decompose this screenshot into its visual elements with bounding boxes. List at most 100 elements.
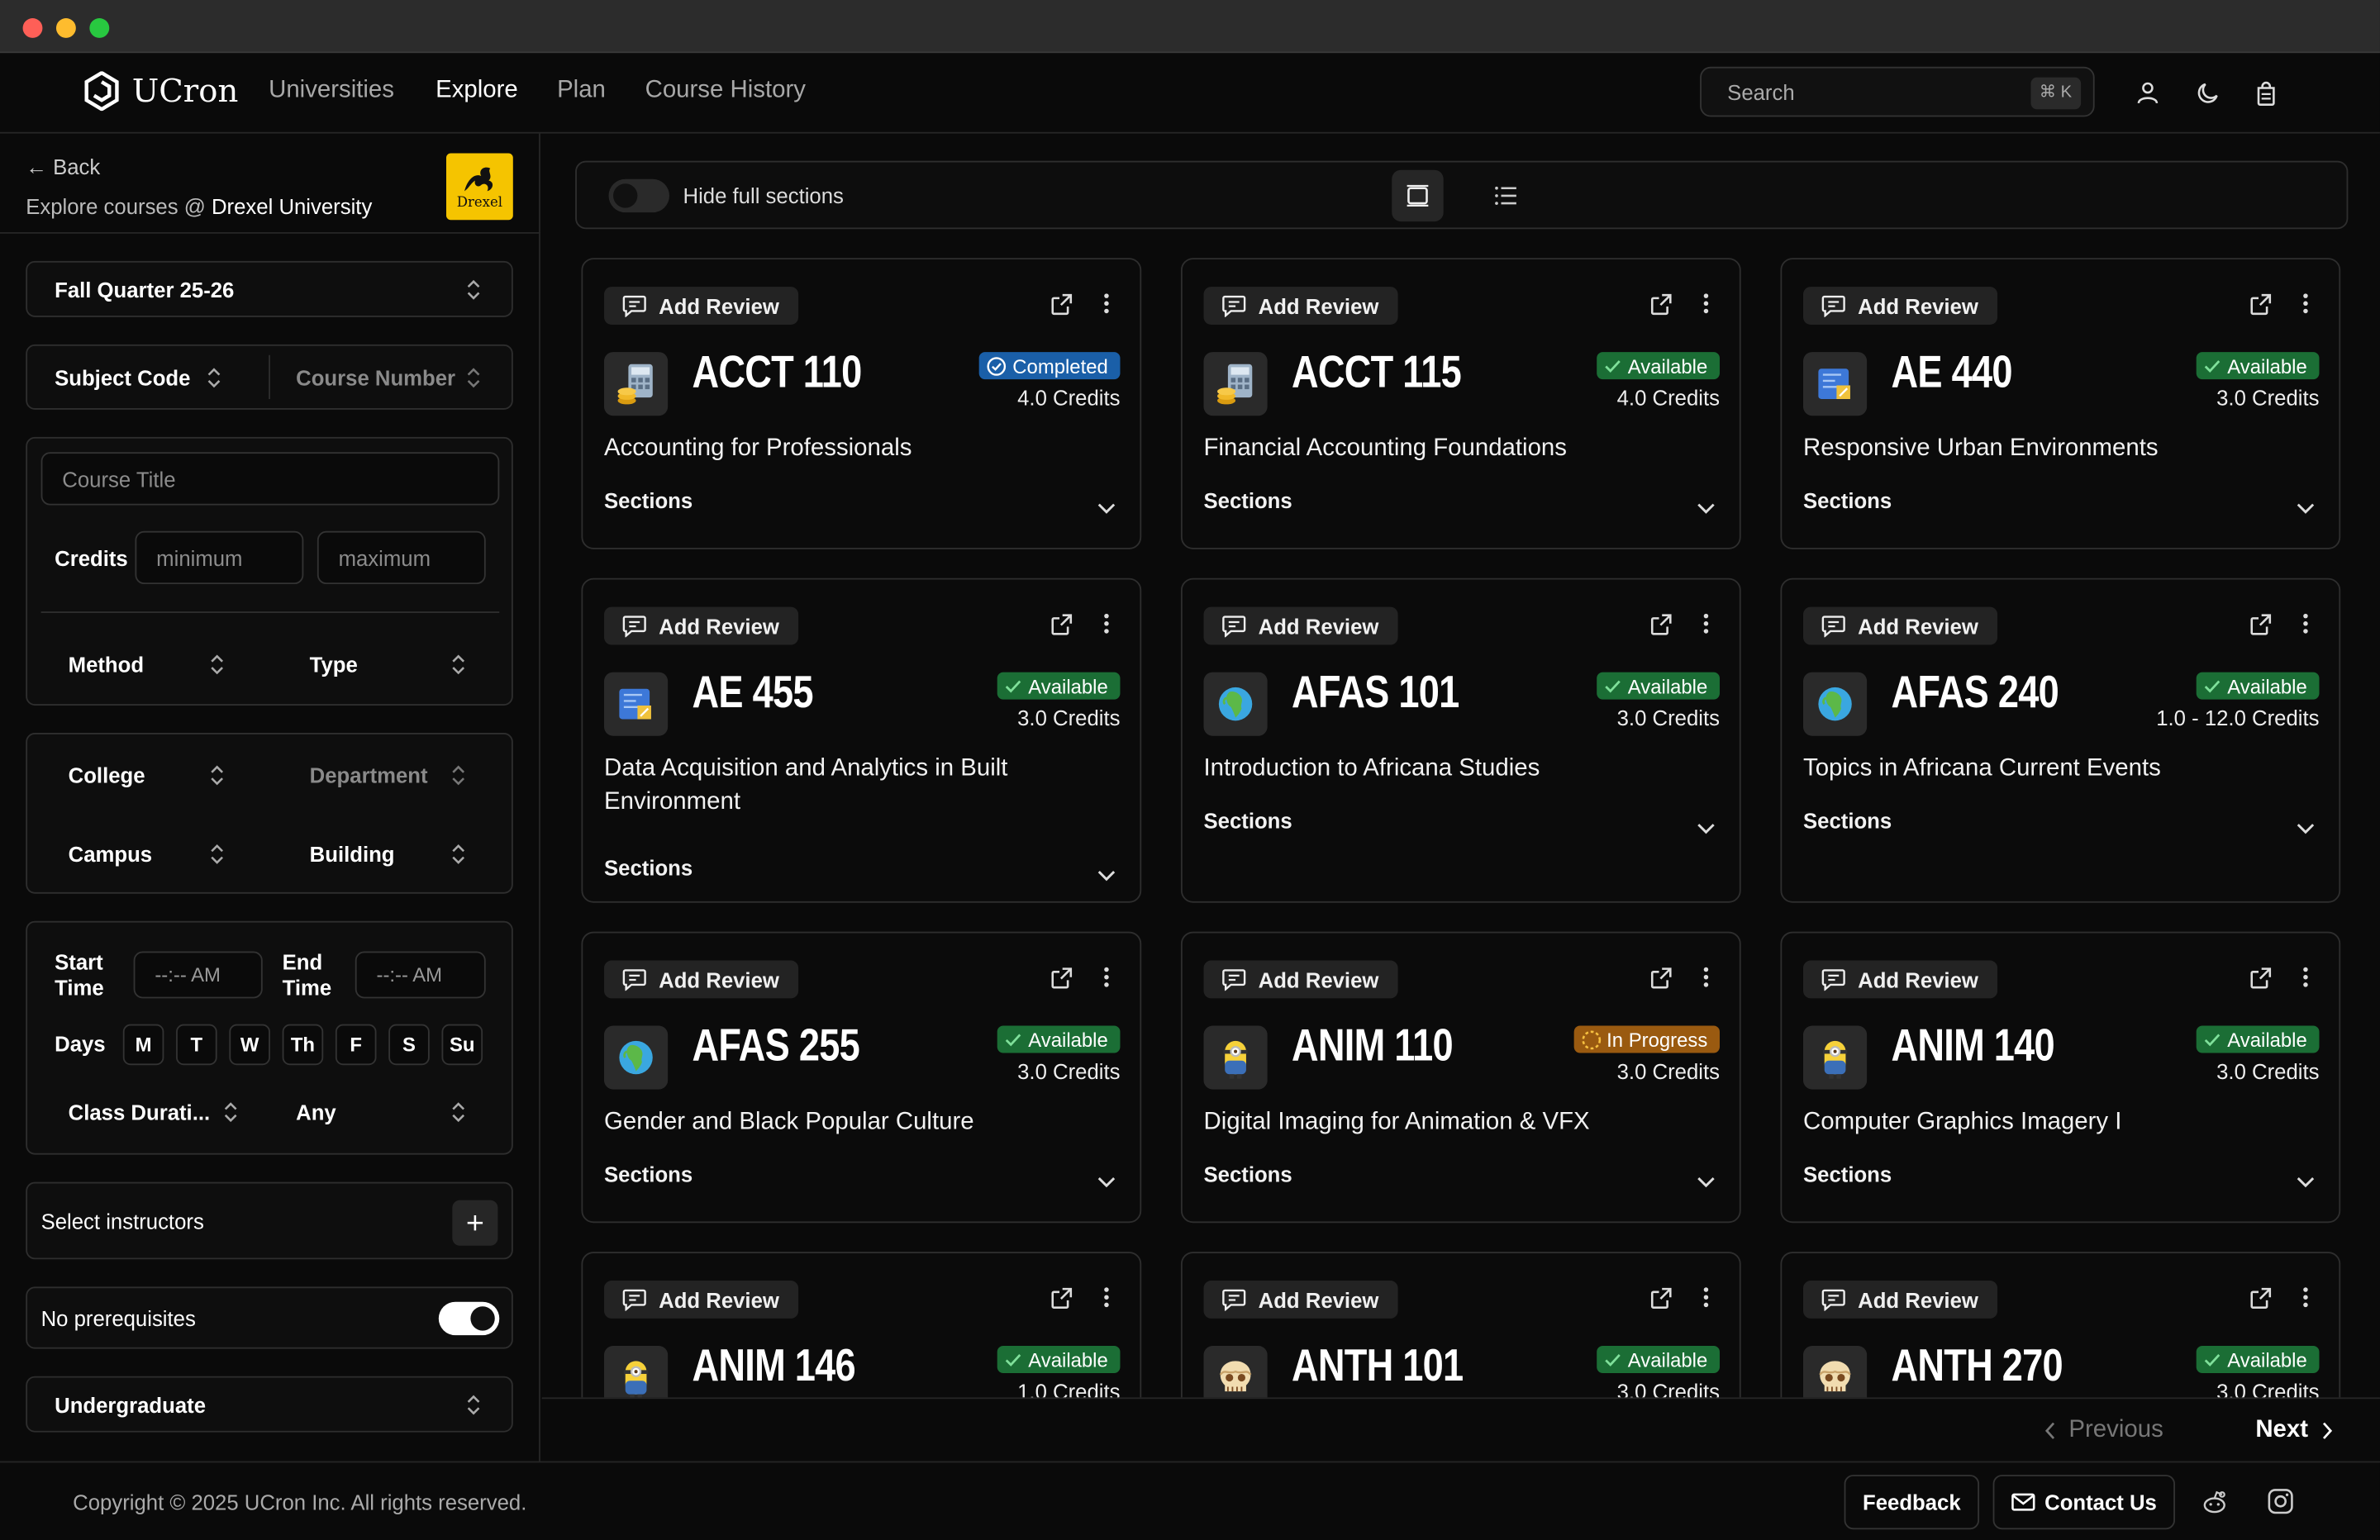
course-number-select[interactable]: Course Number — [270, 346, 513, 408]
external-link-icon[interactable] — [1649, 292, 1673, 323]
nav-explore[interactable]: Explore — [436, 77, 518, 103]
external-link-icon[interactable] — [1050, 967, 1073, 997]
back-link[interactable]: ← Back — [26, 154, 100, 178]
brand-logo[interactable]: UCron — [83, 71, 238, 112]
term-select[interactable]: Fall Quarter 25-26 — [26, 260, 513, 317]
no-prerequisites-toggle[interactable] — [438, 1301, 500, 1336]
moon-icon[interactable] — [2193, 78, 2224, 108]
add-review-button[interactable]: Add Review — [1203, 1281, 1399, 1319]
add-review-button[interactable]: Add Review — [604, 960, 799, 999]
add-review-button[interactable]: Add Review — [604, 287, 799, 326]
more-options-icon[interactable] — [2302, 1286, 2308, 1315]
previous-page-button[interactable]: Previous — [2044, 1417, 2163, 1444]
external-link-icon[interactable] — [1649, 967, 1673, 997]
more-options-icon[interactable] — [1103, 967, 1109, 996]
day-toggle-f[interactable]: F — [335, 1024, 377, 1066]
external-link-icon[interactable] — [1050, 613, 1073, 644]
external-link-icon[interactable] — [2249, 613, 2273, 644]
grid-view-button[interactable] — [1392, 169, 1444, 222]
add-review-button[interactable]: Add Review — [1203, 606, 1399, 645]
add-review-button[interactable]: Add Review — [1802, 1281, 1998, 1319]
add-review-button[interactable]: Add Review — [604, 606, 799, 645]
chevron-down-icon[interactable] — [2297, 815, 2315, 842]
chevron-down-icon[interactable] — [1097, 1168, 1116, 1195]
chevron-down-icon[interactable] — [1097, 495, 1116, 522]
course-card[interactable]: Add Review ACCT 110 Completed 4.0 Credits Ac… — [581, 258, 1142, 549]
day-toggle-su[interactable]: Su — [441, 1024, 483, 1066]
external-link-icon[interactable] — [2249, 292, 2273, 323]
shopping-bag-icon[interactable] — [2251, 78, 2282, 108]
more-options-icon[interactable] — [1703, 292, 1709, 321]
class-duration-select[interactable]: Class Durati... — [41, 1081, 261, 1139]
more-options-icon[interactable] — [1703, 967, 1709, 996]
more-options-icon[interactable] — [1703, 613, 1709, 642]
more-options-icon[interactable] — [2302, 967, 2308, 996]
add-review-button[interactable]: Add Review — [1203, 960, 1399, 999]
maximize-window-button[interactable] — [89, 18, 110, 38]
nav-universities[interactable]: Universities — [269, 77, 394, 103]
credits-max-input[interactable]: maximum — [317, 530, 486, 585]
day-toggle-m[interactable]: M — [122, 1024, 164, 1066]
external-link-icon[interactable] — [2249, 967, 2273, 997]
reddit-icon[interactable] — [2201, 1489, 2228, 1523]
chevron-down-icon[interactable] — [1697, 815, 1715, 842]
external-link-icon[interactable] — [1050, 1286, 1073, 1317]
start-time-input[interactable]: --:-- AM — [133, 951, 263, 999]
external-link-icon[interactable] — [1649, 613, 1673, 644]
subject-code-select[interactable]: Subject Code — [27, 346, 269, 408]
search-input[interactable]: Search ⌘ K — [1700, 66, 2095, 117]
college-select[interactable]: College — [41, 747, 261, 805]
more-options-icon[interactable] — [1103, 1286, 1109, 1315]
contact-us-button[interactable]: Contact Us — [1992, 1475, 2175, 1530]
course-card[interactable]: Add Review ACCT 115 Available 4.0 Credits Fi… — [1180, 258, 1741, 549]
duration-value-select[interactable]: Any — [269, 1081, 502, 1139]
chevron-down-icon[interactable] — [1697, 1168, 1715, 1195]
nav-plan[interactable]: Plan — [557, 77, 606, 103]
more-options-icon[interactable] — [1103, 613, 1109, 642]
minimize-window-button[interactable] — [55, 18, 76, 38]
day-toggle-s[interactable]: S — [388, 1024, 430, 1066]
more-options-icon[interactable] — [2302, 613, 2308, 642]
chevron-down-icon[interactable] — [2297, 1168, 2315, 1195]
chevron-down-icon[interactable] — [1097, 862, 1116, 889]
feedback-button[interactable]: Feedback — [1844, 1475, 1980, 1530]
course-card[interactable]: Add Review AFAS 240 Available 1.0 - 12.0 Cr… — [1780, 578, 2341, 903]
course-card[interactable]: Add Review AE 455 Available 3.0 Credits Data… — [581, 578, 1142, 903]
course-card[interactable]: Add Review AFAS 255 Available 3.0 Credits Ge… — [581, 931, 1142, 1224]
add-review-button[interactable]: Add Review — [1203, 287, 1399, 326]
chevron-down-icon[interactable] — [1697, 495, 1715, 522]
more-options-icon[interactable] — [1703, 1286, 1709, 1315]
add-review-button[interactable]: Add Review — [1802, 606, 1998, 645]
end-time-input[interactable]: --:-- AM — [355, 951, 486, 999]
add-review-button[interactable]: Add Review — [604, 1281, 799, 1319]
nav-course-history[interactable]: Course History — [645, 77, 806, 103]
close-window-button[interactable] — [22, 18, 43, 38]
add-review-button[interactable]: Add Review — [1802, 287, 1998, 326]
day-toggle-th[interactable]: Th — [282, 1024, 324, 1066]
more-options-icon[interactable] — [2302, 292, 2308, 321]
course-card[interactable]: Add Review AFAS 101 Available 3.0 Credits In… — [1180, 578, 1741, 903]
add-instructor-button[interactable] — [452, 1200, 498, 1246]
instagram-icon[interactable] — [2268, 1489, 2293, 1522]
external-link-icon[interactable] — [1649, 1286, 1673, 1317]
building-select[interactable]: Building — [283, 825, 502, 883]
chevron-down-icon[interactable] — [2297, 495, 2315, 522]
course-card[interactable]: Add Review AE 440 Available 3.0 Credits Resp… — [1780, 258, 2341, 549]
course-card[interactable]: Add Review ANIM 140 Available 3.0 Credits Co… — [1780, 931, 2341, 1224]
next-page-button[interactable]: Next — [2255, 1417, 2332, 1444]
day-toggle-t[interactable]: T — [176, 1024, 217, 1066]
external-link-icon[interactable] — [2249, 1286, 2273, 1317]
type-select[interactable]: Type — [283, 633, 502, 693]
department-select[interactable]: Department — [283, 747, 502, 805]
day-toggle-w[interactable]: W — [229, 1024, 270, 1066]
credits-min-input[interactable]: minimum — [135, 530, 304, 585]
external-link-icon[interactable] — [1050, 292, 1073, 323]
method-select[interactable]: Method — [41, 633, 261, 693]
campus-select[interactable]: Campus — [41, 825, 261, 883]
add-review-button[interactable]: Add Review — [1802, 960, 1998, 999]
course-title-input[interactable]: Course Title — [40, 452, 500, 506]
level-select[interactable]: Undergraduate — [26, 1376, 513, 1433]
